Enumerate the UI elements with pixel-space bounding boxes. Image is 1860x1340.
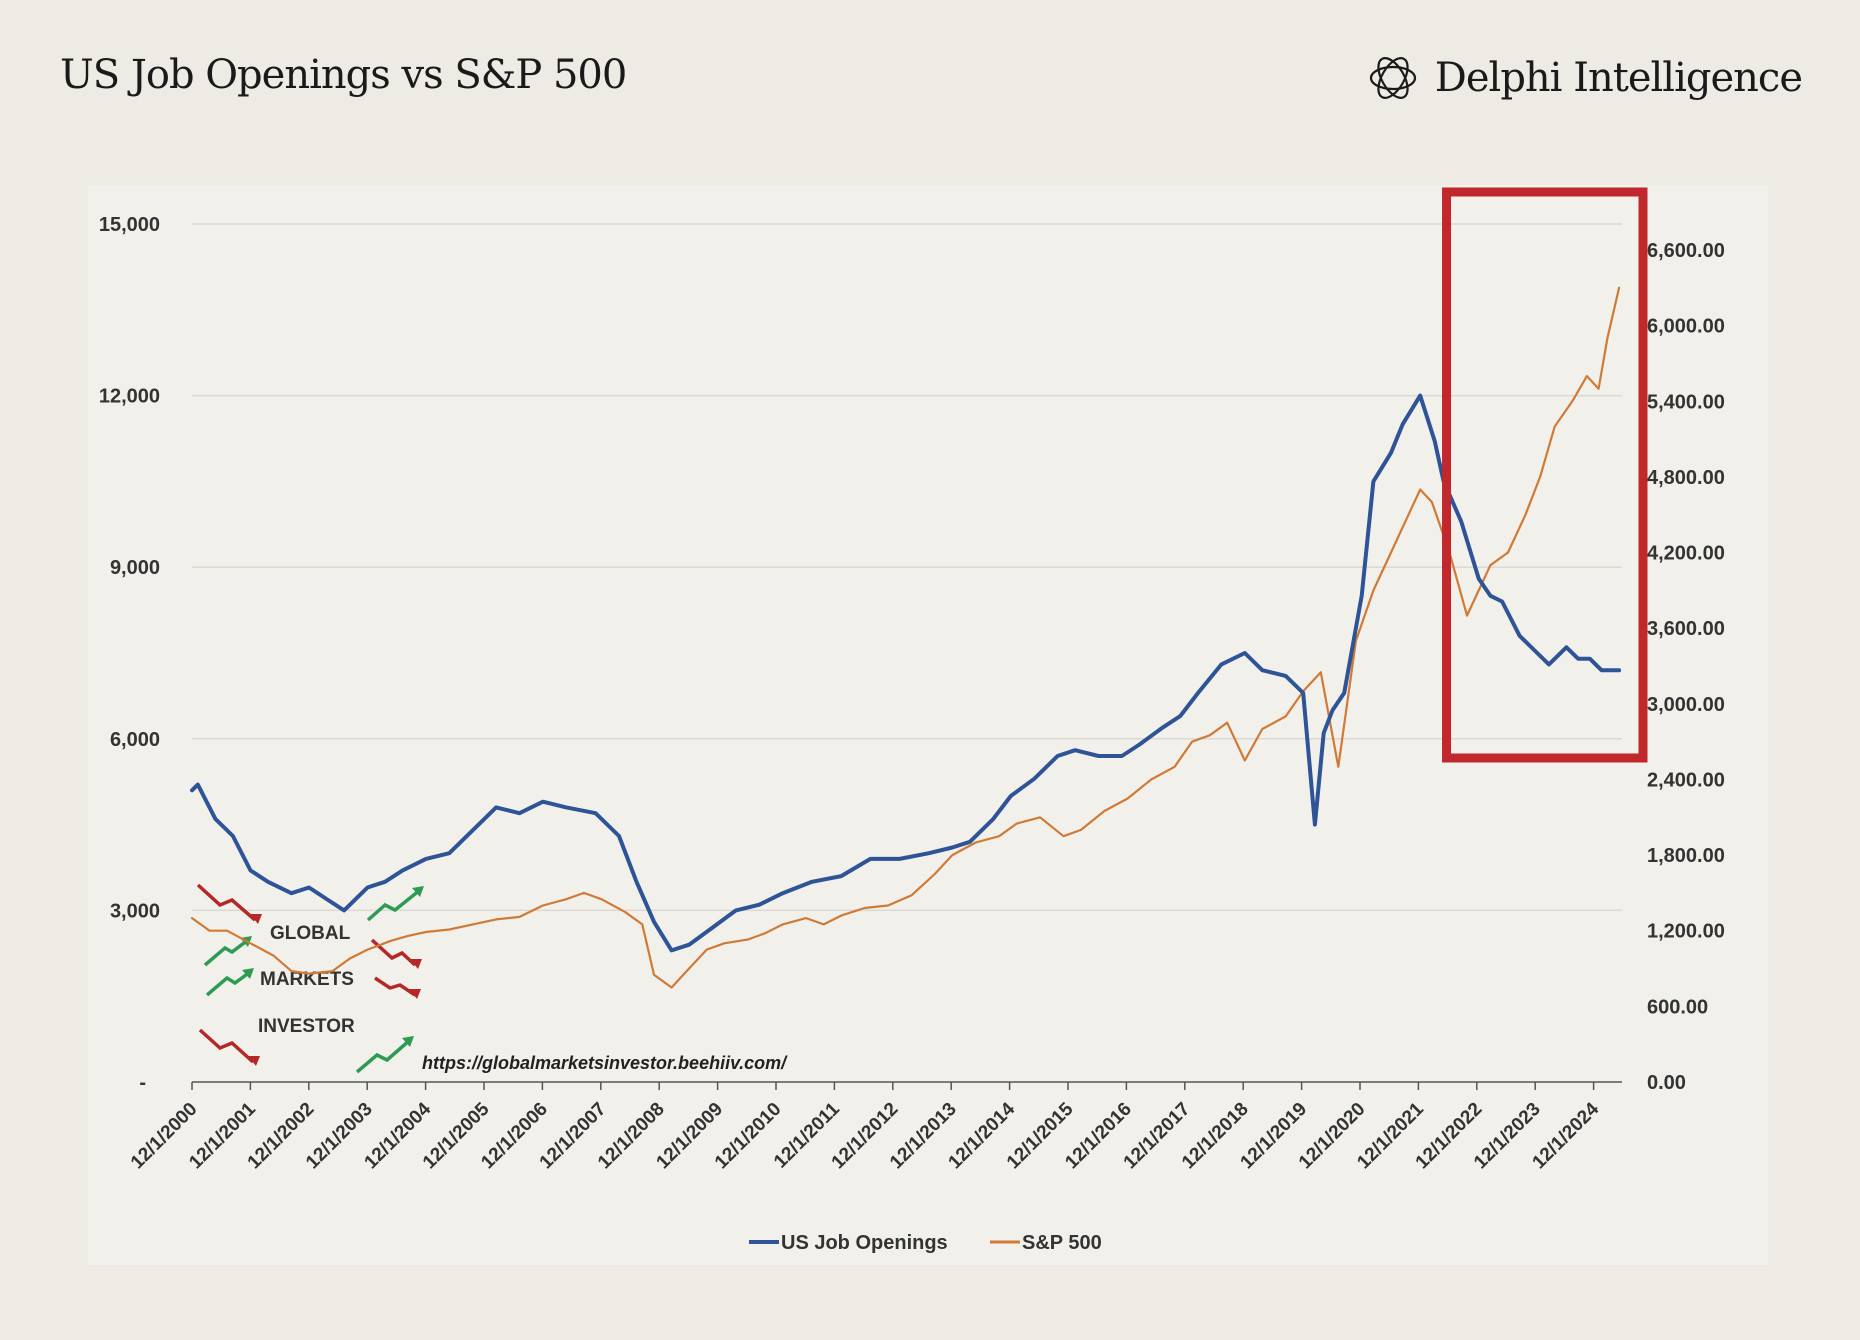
brand: Delphi Intelligence bbox=[1365, 50, 1803, 106]
watermark-arrow-down-1 bbox=[196, 883, 257, 922]
highlight-box bbox=[1442, 187, 1648, 763]
watermark-arrow-up-4 bbox=[355, 1038, 412, 1074]
watermark-arrowhead-8 bbox=[402, 1036, 414, 1047]
watermark-arrow-up-2 bbox=[203, 938, 250, 967]
watermark-arrowhead-3 bbox=[409, 989, 421, 999]
series-line-sp500 bbox=[190, 286, 1621, 989]
watermark-arrowhead-7 bbox=[242, 968, 254, 979]
watermark-url: https://globalmarketsinvestor.beehiiv.co… bbox=[422, 1053, 788, 1073]
left-tick-label-6,000: 6,000 bbox=[110, 729, 160, 751]
right-tick-label-6,600.00: 6,600.00 bbox=[1647, 240, 1725, 262]
left-tick-label-9,000: 9,000 bbox=[110, 557, 160, 579]
brand-name: Delphi Intelligence bbox=[1434, 55, 1803, 101]
right-tick-label-3,600.00: 3,600.00 bbox=[1647, 618, 1725, 640]
watermark-arrow-down-3 bbox=[374, 976, 416, 997]
right-tick-label-3,000.00: 3,000.00 bbox=[1647, 694, 1725, 716]
left-tick-label-12,000: 12,000 bbox=[99, 386, 160, 408]
right-tick-label-600.00: 600.00 bbox=[1647, 996, 1708, 1018]
right-tick-label-6,000.00: 6,000.00 bbox=[1647, 316, 1725, 338]
right-tick-label-1,200.00: 1,200.00 bbox=[1647, 921, 1725, 943]
watermark-arrowhead-1 bbox=[250, 914, 262, 924]
right-tick-label-4,800.00: 4,800.00 bbox=[1647, 467, 1725, 489]
right-tick-label-0.00: 0.00 bbox=[1647, 1072, 1686, 1094]
page-title: US Job Openings vs S&P 500 bbox=[60, 52, 627, 98]
watermark-line3: INVESTOR bbox=[258, 1016, 355, 1037]
plot-area-background bbox=[88, 185, 1768, 1265]
watermark-arrow-down-2 bbox=[370, 938, 417, 967]
left-tick-label-3,000: 3,000 bbox=[110, 900, 160, 922]
left-axis-ticks: - 3,000 6,000 9,000 12,000 15,000 bbox=[99, 214, 160, 1094]
watermark-arrowhead-2 bbox=[410, 959, 422, 969]
watermark-arrowhead-5 bbox=[412, 886, 424, 897]
left-tick-label-15,000: 15,000 bbox=[99, 214, 160, 236]
watermark-line2: MARKETS bbox=[260, 969, 354, 990]
left-tick-label--: - bbox=[139, 1072, 146, 1094]
right-tick-label-1,800.00: 1,800.00 bbox=[1647, 845, 1725, 867]
watermark-arrowhead-4 bbox=[248, 1056, 260, 1066]
watermark: GLOBAL MARKETS INVESTOR https://globalma… bbox=[196, 883, 788, 1074]
watermark-arrow-up-1 bbox=[366, 888, 422, 922]
series-line-job-openings bbox=[190, 393, 1622, 953]
watermark-arrow-down-4 bbox=[198, 1028, 255, 1064]
right-tick-label-5,400.00: 5,400.00 bbox=[1647, 391, 1725, 413]
right-axis-ticks: 0.00 600.00 1,200.00 1,800.00 2,400.00 3,000.… bbox=[1647, 240, 1725, 1094]
legend: US Job Openings S&P 500 bbox=[749, 1232, 1102, 1254]
delphi-logo-icon bbox=[1369, 57, 1416, 99]
right-tick-label-4,200.00: 4,200.00 bbox=[1647, 543, 1725, 565]
legend-label-sp500: S&P 500 bbox=[1022, 1232, 1102, 1254]
series-lines bbox=[190, 286, 1622, 989]
gridlines bbox=[192, 223, 1622, 912]
right-tick-label-2,400.00: 2,400.00 bbox=[1647, 769, 1725, 791]
legend-label-job-openings: US Job Openings bbox=[781, 1232, 948, 1254]
watermark-line1: GLOBAL bbox=[270, 923, 351, 944]
watermark-arrow-up-3 bbox=[205, 970, 252, 997]
